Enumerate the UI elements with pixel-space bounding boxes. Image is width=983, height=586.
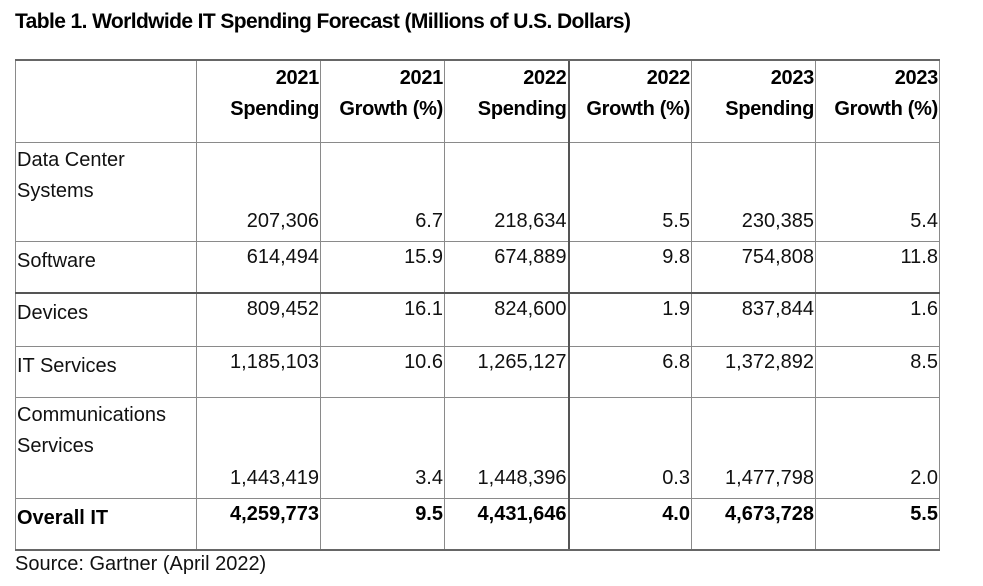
- cell-value: 1,372,892: [691, 345, 816, 398]
- table-row: Communications Services 1,443,419 3.4 1,…: [15, 396, 940, 499]
- header-2023-growth: 2023 Growth (%): [815, 59, 940, 143]
- table-title: Table 1. Worldwide IT Spending Forecast …: [15, 10, 631, 33]
- header-2023-spending: 2023 Spending: [691, 59, 816, 143]
- cell-value: 5.5: [567, 141, 692, 242]
- table-row: Data Center Systems 207,306 6.7 218,634 …: [15, 141, 940, 242]
- header-row: 2021 Spending 2021 Growth (%) 2022 Spending…: [15, 59, 940, 143]
- cell-value: 0.3: [567, 396, 692, 499]
- cell-value: 1,477,798: [691, 396, 816, 499]
- cell-value: 15.9: [320, 240, 445, 294]
- cell-value: 4,673,728: [691, 497, 816, 551]
- cell-value: 1.9: [567, 292, 692, 347]
- cell-value: 16.1: [320, 292, 445, 347]
- table-row: IT Services 1,185,103 10.6 1,265,127 6.8…: [15, 345, 940, 398]
- cell-value: 614,494: [196, 240, 321, 294]
- cell-value: 230,385: [691, 141, 816, 242]
- cell-value: 2.0: [815, 396, 940, 499]
- row-label: Data Center Systems: [15, 141, 197, 242]
- cell-value: 3.4: [320, 396, 445, 499]
- cell-value: 9.8: [567, 240, 692, 294]
- row-label: Communications Services: [15, 396, 197, 499]
- cell-value: 11.8: [815, 240, 940, 294]
- table-row: Devices 809,452 16.1 824,600 1.9 837,844…: [15, 292, 940, 347]
- row-label: Overall IT: [15, 497, 197, 551]
- cell-value: 6.8: [567, 345, 692, 398]
- table-row: Software 614,494 15.9 674,889 9.8 754,80…: [15, 240, 940, 294]
- cell-value: 4,431,646: [444, 497, 569, 551]
- cell-value: 4,259,773: [196, 497, 321, 551]
- cell-value: 6.7: [320, 141, 445, 242]
- cell-value: 9.5: [320, 497, 445, 551]
- cell-value: 824,600: [444, 292, 569, 347]
- row-label: Software: [15, 240, 197, 294]
- header-2022-growth: 2022 Growth (%): [567, 59, 692, 143]
- cell-value: 1,448,396: [444, 396, 569, 499]
- it-spending-table: 2021 Spending 2021 Growth (%) 2022 Spending…: [15, 59, 940, 551]
- cell-value: 754,808: [691, 240, 816, 294]
- total-row: Overall IT 4,259,773 9.5 4,431,646 4.0 4…: [15, 497, 940, 551]
- cell-value: 1,185,103: [196, 345, 321, 398]
- cell-value: 674,889: [444, 240, 569, 294]
- cell-value: 5.5: [815, 497, 940, 551]
- cell-value: 207,306: [196, 141, 321, 242]
- cell-value: 1.6: [815, 292, 940, 347]
- source-note: Source: Gartner (April 2022): [15, 553, 267, 575]
- cell-value: 809,452: [196, 292, 321, 347]
- cell-value: 10.6: [320, 345, 445, 398]
- cell-value: 1,265,127: [444, 345, 569, 398]
- row-label: Devices: [15, 292, 197, 347]
- header-2021-growth: 2021 Growth (%): [320, 59, 445, 143]
- cell-value: 837,844: [691, 292, 816, 347]
- header-2021-spending: 2021 Spending: [196, 59, 321, 143]
- cell-value: 4.0: [567, 497, 692, 551]
- cell-value: 218,634: [444, 141, 569, 242]
- header-2022-spending: 2022 Spending: [444, 59, 569, 143]
- cell-value: 8.5: [815, 345, 940, 398]
- row-label: IT Services: [15, 345, 197, 398]
- cell-value: 1,443,419: [196, 396, 321, 499]
- header-blank-cell: [15, 59, 197, 143]
- cell-value: 5.4: [815, 141, 940, 242]
